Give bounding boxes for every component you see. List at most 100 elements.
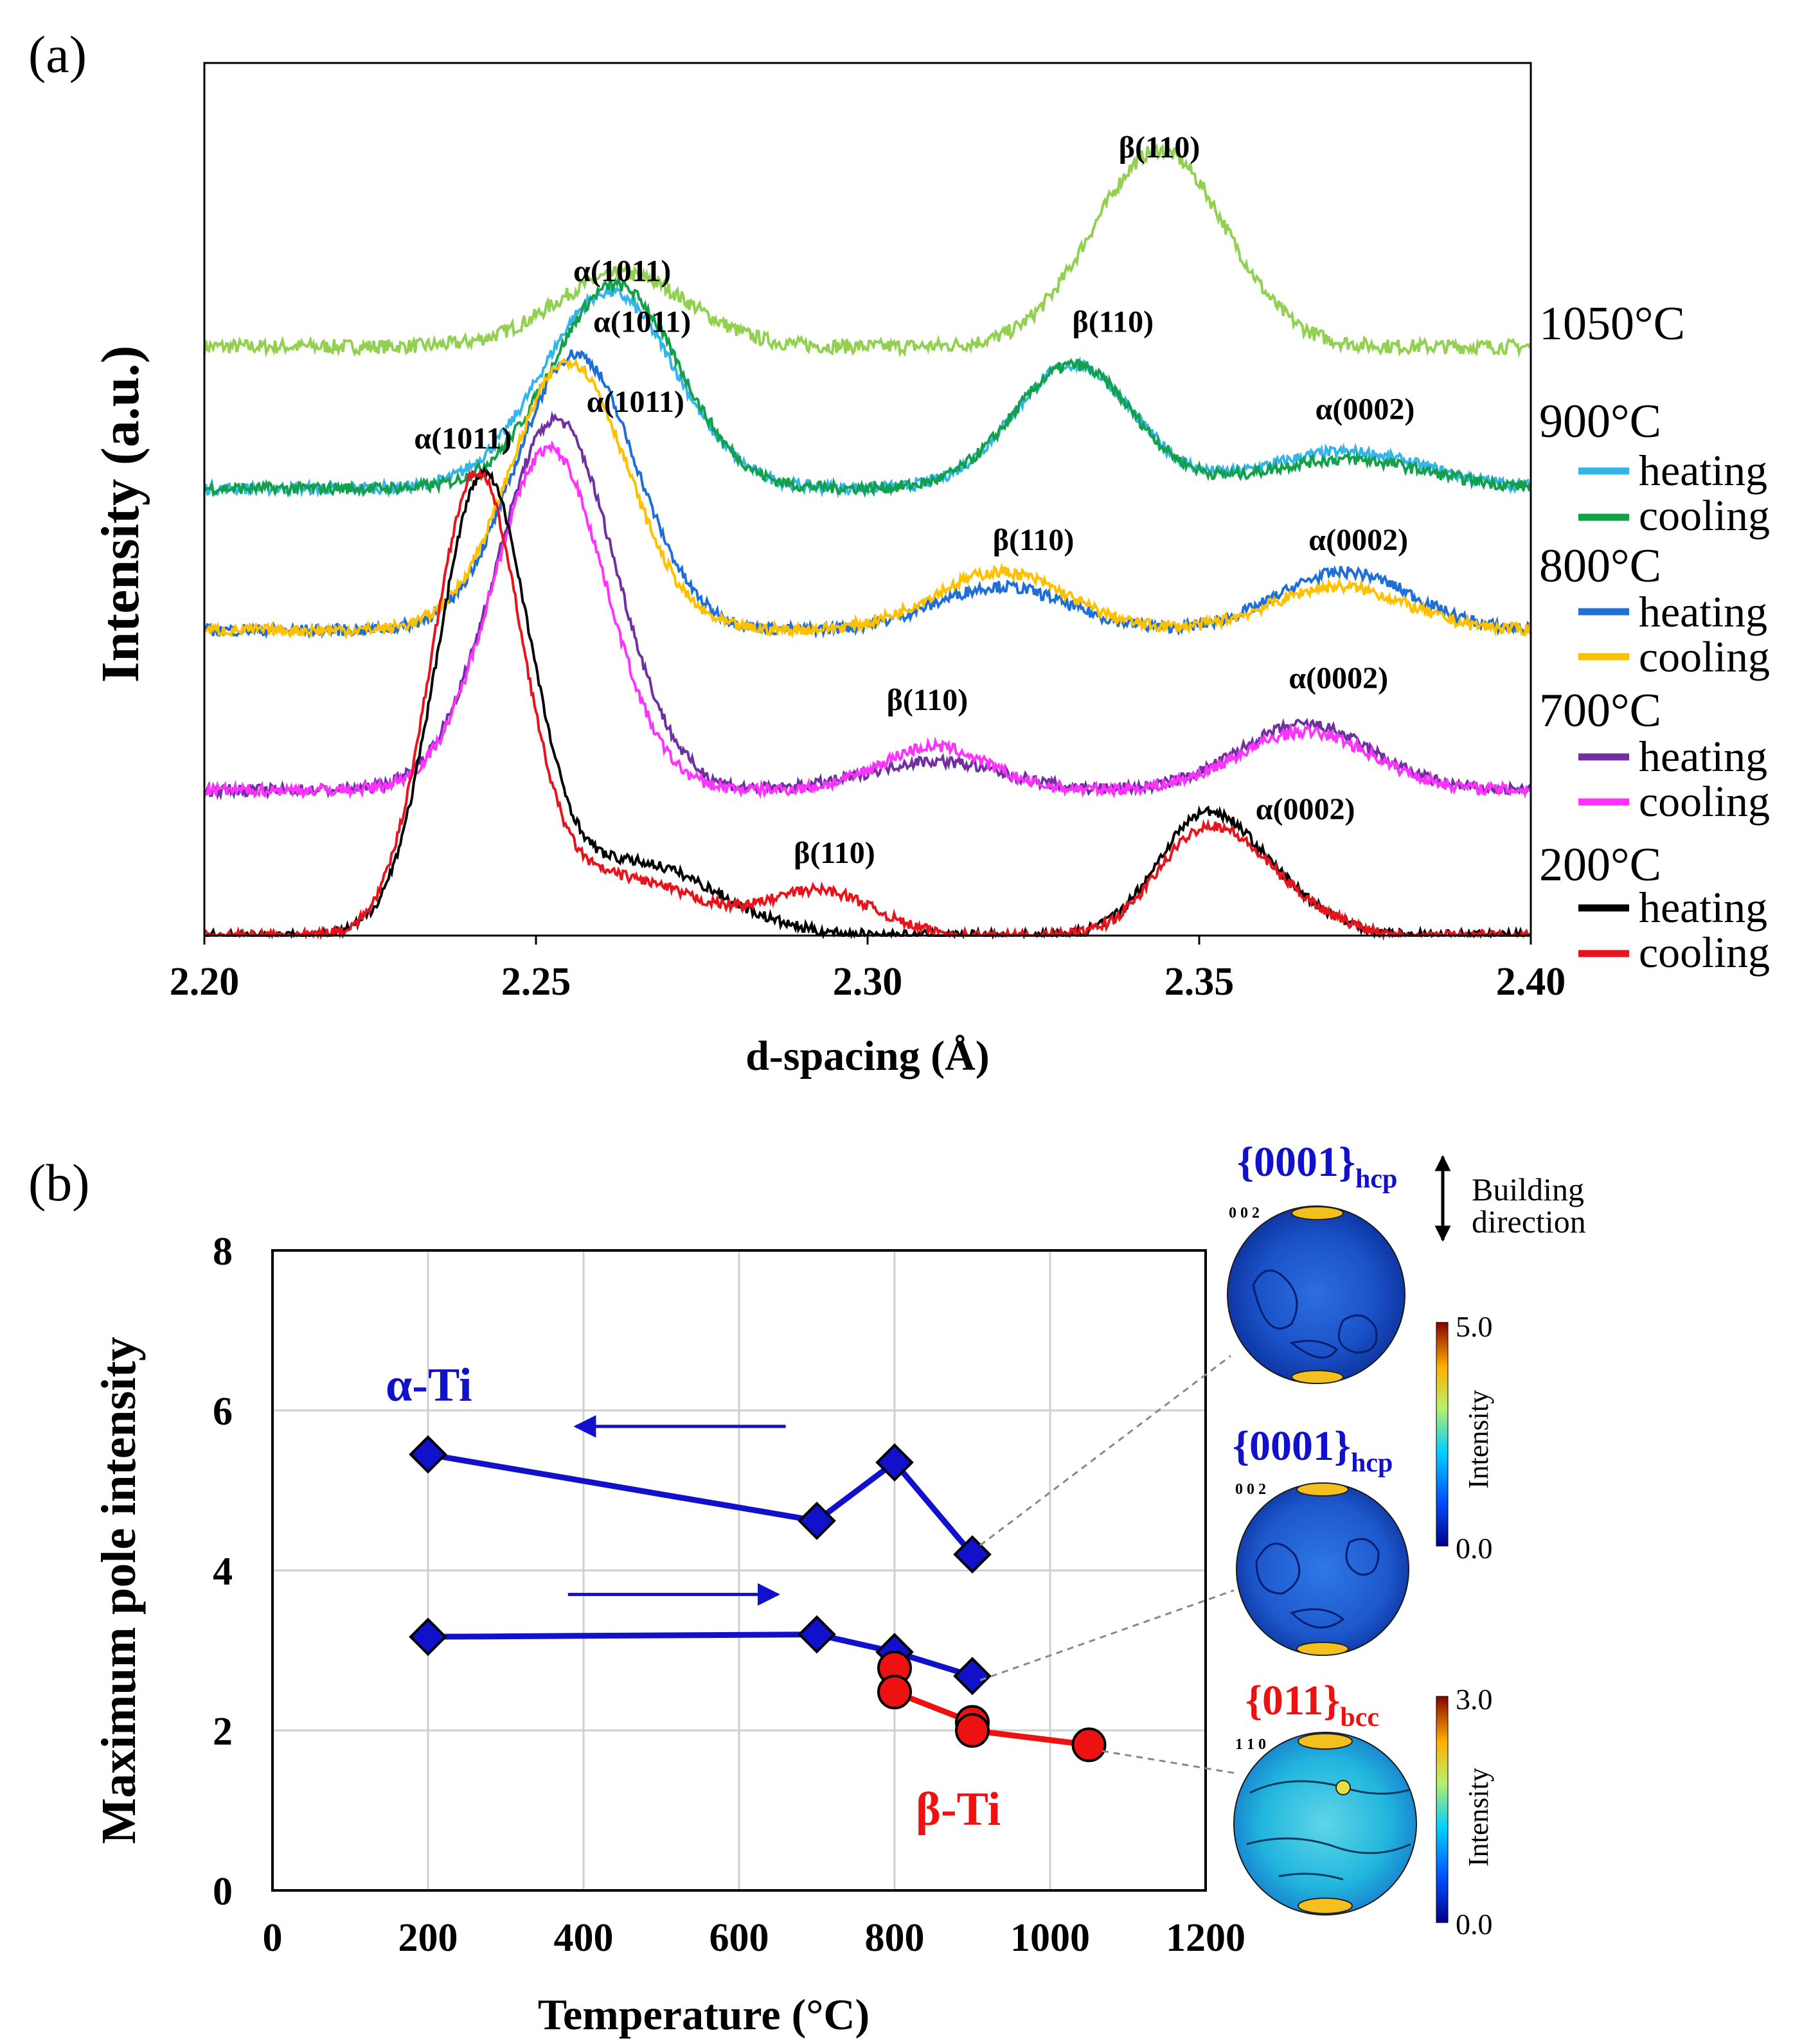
alpha-ti-marker (798, 1501, 836, 1540)
x-tick-label: 2.30 (833, 960, 903, 1004)
building-direction-label-1: Building (1472, 1171, 1584, 1207)
legend-label-800-heating: heating (1639, 587, 1767, 636)
beta-ti-marker (1071, 1727, 1107, 1763)
pole-figure-1-index: 0 0 2 (1229, 1205, 1260, 1222)
colorbar-hcp-label: Intensity (1463, 1390, 1494, 1489)
spectrum-line (204, 357, 1532, 640)
x-tick-label: 2.20 (170, 960, 240, 1004)
peak-label: α(0002) (1256, 792, 1355, 826)
x-tick-label: 0 (263, 1916, 283, 1960)
colorbar-bcc: 3.0 0.0 Intensity (1436, 1683, 1494, 1941)
pole-figure-3-pole-bottom (1298, 1897, 1353, 1914)
legend-label-200-cooling: cooling (1639, 928, 1770, 977)
colorbar-hcp: 5.0 0.0 Intensity (1436, 1310, 1494, 1565)
pole-figure-2-contour (1290, 1608, 1345, 1629)
pole-figure-hcp-1: {0001}hcp 0 0 2 (1227, 1139, 1405, 1384)
x-tick-label: 2.35 (1164, 960, 1235, 1004)
spectrum-line (203, 468, 1531, 941)
x-tick-label: 2.25 (501, 960, 571, 1004)
alpha-ti-label: α-Ti (386, 1359, 472, 1412)
pole-figure-1-contour (1337, 1314, 1378, 1354)
pole-figure-3-spot (1335, 1780, 1351, 1795)
colorbar-hcp-max: 5.0 (1456, 1310, 1493, 1343)
panel-b-x-axis-label: Temperature (°C) (538, 1990, 870, 2039)
panel-a-x-axis-label: d-spacing (Å) (745, 1033, 990, 1080)
leader-line-3 (1102, 1750, 1238, 1775)
x-tick-label: 2.40 (1496, 960, 1566, 1004)
temp-label-900: 900°C (1539, 395, 1661, 448)
pole-figure-hcp-2: {0001}hcp 0 0 2 (1233, 1423, 1409, 1656)
colorbar-bcc-max: 3.0 (1456, 1683, 1493, 1716)
alpha-ti-marker (875, 1443, 914, 1482)
building-direction-label-2: direction (1472, 1204, 1586, 1240)
pole-figure-1-contour (1289, 1340, 1339, 1359)
pole-figure-2-index: 0 0 2 (1235, 1481, 1266, 1498)
legend-label-700-heating: heating (1639, 732, 1767, 781)
temp-label-200: 200°C (1539, 839, 1661, 891)
pole-figure-2-contour (1255, 1542, 1301, 1595)
alpha-ti-marker (409, 1617, 447, 1657)
legend-label-800-cooling: cooling (1639, 632, 1770, 681)
peak-label: α(1011) (587, 385, 684, 419)
legend-label-900-cooling: cooling (1639, 491, 1770, 540)
y-tick-label: 0 (213, 1870, 233, 1914)
spectrum-line (204, 411, 1532, 801)
pole-figure-3-pole-top (1298, 1733, 1353, 1750)
y-tick-label: 2 (213, 1710, 233, 1754)
pole-figure-bcc: {011}bcc 1 1 0 (1233, 1677, 1417, 1915)
series-line (427, 1452, 975, 1557)
y-tick-label: 6 (213, 1390, 233, 1434)
pole-figure-3-disk (1233, 1732, 1417, 1915)
alpha-ti-marker (409, 1435, 447, 1474)
leader-line-1 (979, 1355, 1231, 1547)
legend-label-700-cooling: cooling (1639, 777, 1770, 826)
pole-figure-2-pole-top (1296, 1482, 1349, 1497)
pole-figure-leaders (979, 1355, 1238, 1775)
peak-label: β(110) (887, 683, 968, 717)
x-tick-label: 600 (709, 1916, 769, 1960)
pole-figure-1-title: {0001}hcp (1237, 1139, 1397, 1194)
legend-label-200-heating: heating (1639, 883, 1767, 932)
peak-label: α(0002) (1289, 661, 1388, 695)
x-tick-label: 200 (398, 1916, 458, 1960)
legend-label-900-heating: heating (1639, 446, 1767, 495)
temp-label-800: 800°C (1539, 540, 1661, 592)
beta-ti-label: β-Ti (916, 1783, 1001, 1836)
pole-figure-3-title: {011}bcc (1245, 1677, 1379, 1732)
spectra-lines (203, 143, 1532, 941)
x-tick-label: 1000 (1010, 1916, 1090, 1960)
peak-label: β(110) (1073, 305, 1154, 339)
pole-figure-1-pole-top (1291, 1206, 1344, 1220)
panel-b-frame (271, 1249, 1207, 1892)
peak-label: α(0002) (1316, 393, 1415, 427)
pole-figure-1-contour (1252, 1269, 1298, 1329)
colorbar-bcc-scale (1436, 1696, 1449, 1923)
peak-label: β(110) (1119, 130, 1200, 164)
series-line (891, 1667, 1090, 1748)
leader-line-2 (979, 1589, 1235, 1682)
colorbar-bcc-label: Intensity (1463, 1768, 1494, 1867)
panel-b-grid (272, 1250, 1206, 1890)
colorbar-hcp-min: 0.0 (1456, 1532, 1493, 1565)
temp-label-1050: 1050°C (1539, 298, 1685, 350)
y-tick-label: 8 (213, 1230, 233, 1274)
peak-label: β(110) (993, 523, 1075, 557)
peak-annotations: β(110) α(1011) α(1011) β(110) α(0002) α(1011)… (414, 130, 1414, 870)
alpha-ti-marker (953, 1657, 992, 1696)
x-tick-label: 1200 (1166, 1916, 1245, 1960)
spectrum-line (203, 440, 1532, 800)
peak-label: α(1011) (573, 254, 671, 289)
series-line (427, 1631, 974, 1679)
pole-figure-2-disk (1236, 1482, 1409, 1656)
spectrum-line (203, 143, 1532, 359)
pole-figure-2-pole-bottom (1296, 1642, 1349, 1656)
peak-label: α(1011) (414, 422, 512, 456)
panel-a-y-axis-label: Intensity (a.u.) (91, 345, 150, 682)
panel-a-x-ticks: 2.20 2.25 2.30 2.35 2.40 (170, 936, 1566, 1004)
beta-ti-marker (955, 1713, 990, 1748)
y-tick-label: 4 (213, 1550, 233, 1594)
panel-a-legend: 1050°C 900°C heating cooling 800°C heati… (1539, 298, 1770, 977)
pole-figure-3-contour (1278, 1872, 1344, 1881)
panel-b-series (409, 1415, 1107, 1763)
colorbar-hcp-scale (1436, 1322, 1449, 1547)
